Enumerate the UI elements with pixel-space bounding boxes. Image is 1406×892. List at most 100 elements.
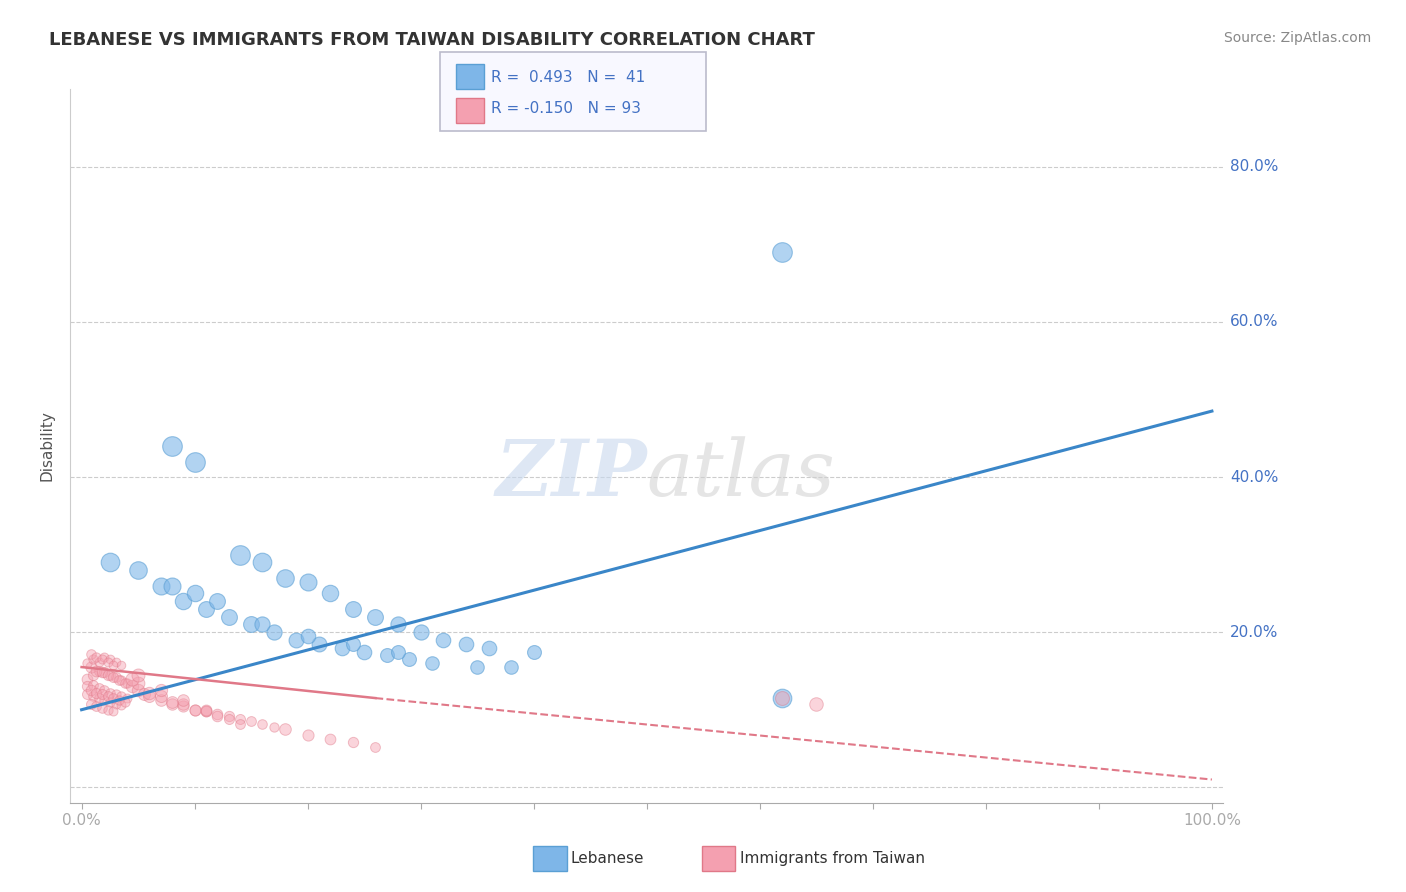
Point xyxy=(114,695,136,709)
Point xyxy=(97,655,120,669)
Point xyxy=(127,675,149,690)
Point xyxy=(91,687,114,701)
Text: 80.0%: 80.0% xyxy=(1230,160,1278,174)
Point xyxy=(770,691,793,706)
Point xyxy=(98,695,121,709)
Point xyxy=(398,652,420,666)
Point xyxy=(342,602,364,616)
Point xyxy=(93,683,115,698)
Point xyxy=(104,670,127,684)
Point xyxy=(103,657,125,672)
Point xyxy=(98,555,121,569)
Point xyxy=(121,680,143,694)
Point xyxy=(342,637,364,651)
Text: ZIP: ZIP xyxy=(495,436,647,513)
Point xyxy=(76,680,98,694)
Point xyxy=(420,656,443,670)
Point xyxy=(240,617,263,632)
Point xyxy=(138,689,160,703)
Point xyxy=(523,644,546,658)
Point xyxy=(93,650,115,665)
Point xyxy=(127,563,149,577)
Point xyxy=(387,617,409,632)
Point xyxy=(285,632,308,647)
Point xyxy=(87,655,110,669)
Point xyxy=(91,701,114,715)
Point xyxy=(97,689,120,703)
Point xyxy=(501,660,523,674)
Point xyxy=(240,714,263,729)
Point xyxy=(172,697,194,711)
Y-axis label: Disability: Disability xyxy=(39,410,55,482)
Point xyxy=(84,650,107,665)
Point xyxy=(806,697,828,711)
Point xyxy=(108,673,131,688)
Point xyxy=(104,687,127,701)
Point xyxy=(308,637,330,651)
Point xyxy=(252,617,274,632)
Point xyxy=(84,698,107,713)
Point xyxy=(207,706,229,721)
Point xyxy=(108,693,131,707)
Point xyxy=(110,698,132,712)
Point xyxy=(93,693,115,707)
Point xyxy=(115,675,138,690)
Point xyxy=(82,668,104,682)
Point xyxy=(79,660,101,674)
Point xyxy=(79,697,101,711)
Point xyxy=(149,579,172,593)
Point xyxy=(91,652,114,666)
Point xyxy=(172,594,194,608)
Point xyxy=(432,632,454,647)
Text: LEBANESE VS IMMIGRANTS FROM TAIWAN DISABILITY CORRELATION CHART: LEBANESE VS IMMIGRANTS FROM TAIWAN DISAB… xyxy=(49,31,815,49)
Point xyxy=(183,703,205,717)
Point xyxy=(194,602,217,616)
Point xyxy=(770,245,793,260)
Point xyxy=(82,652,104,666)
Point xyxy=(84,686,107,700)
Point xyxy=(409,625,432,640)
Point xyxy=(87,691,110,706)
Point xyxy=(183,454,205,468)
Point xyxy=(97,703,120,717)
Point xyxy=(172,693,194,707)
Point xyxy=(79,683,101,698)
Point xyxy=(104,655,127,669)
Point xyxy=(364,609,387,624)
Point xyxy=(127,668,149,682)
Point xyxy=(194,704,217,718)
Text: Immigrants from Taiwan: Immigrants from Taiwan xyxy=(740,851,925,865)
Point xyxy=(160,697,183,711)
Point xyxy=(149,689,172,703)
Point xyxy=(274,722,297,736)
Text: 20.0%: 20.0% xyxy=(1230,624,1278,640)
Point xyxy=(82,689,104,703)
Point xyxy=(103,670,125,684)
Point xyxy=(87,664,110,678)
Point xyxy=(274,571,297,585)
Point xyxy=(172,698,194,713)
Point xyxy=(252,716,274,731)
Point xyxy=(103,691,125,706)
Point xyxy=(194,704,217,718)
Point xyxy=(375,648,398,663)
Point xyxy=(263,625,285,640)
Point xyxy=(160,439,183,453)
Point xyxy=(98,686,121,700)
Point xyxy=(115,691,138,706)
Point xyxy=(218,709,240,723)
Point xyxy=(104,697,127,711)
Point xyxy=(160,695,183,709)
Point xyxy=(121,672,143,686)
Text: 40.0%: 40.0% xyxy=(1230,469,1278,484)
Point xyxy=(91,665,114,680)
Point xyxy=(110,689,132,703)
Point xyxy=(263,720,285,734)
Point xyxy=(229,712,252,726)
Point xyxy=(160,579,183,593)
Point xyxy=(252,555,274,569)
Point xyxy=(297,574,319,589)
Point xyxy=(297,629,319,643)
Point xyxy=(127,683,149,698)
Point xyxy=(229,548,252,562)
